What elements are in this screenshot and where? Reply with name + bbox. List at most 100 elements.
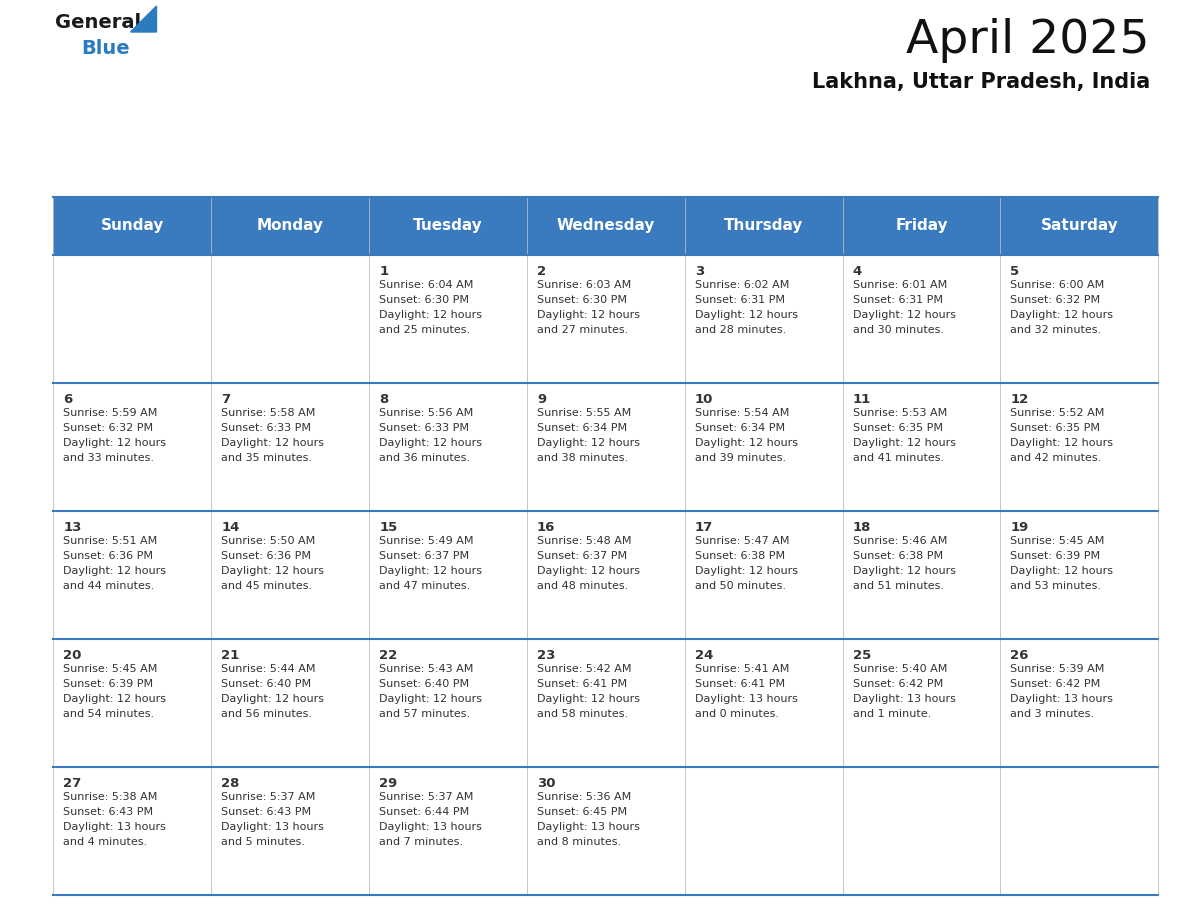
- Text: Sunset: 6:38 PM: Sunset: 6:38 PM: [695, 551, 785, 561]
- Text: 10: 10: [695, 393, 713, 406]
- Text: and 50 minutes.: and 50 minutes.: [695, 581, 785, 590]
- Bar: [1000, 383, 1158, 510]
- Text: Daylight: 13 hours: Daylight: 13 hours: [537, 823, 640, 832]
- Text: Sunrise: 6:03 AM: Sunrise: 6:03 AM: [537, 280, 631, 290]
- Text: Sunrise: 5:38 AM: Sunrise: 5:38 AM: [63, 792, 158, 802]
- Text: Sunset: 6:44 PM: Sunset: 6:44 PM: [379, 807, 469, 817]
- Text: Sunset: 6:43 PM: Sunset: 6:43 PM: [63, 807, 153, 817]
- Bar: [527, 254, 684, 383]
- Text: and 33 minutes.: and 33 minutes.: [63, 453, 154, 463]
- Text: 17: 17: [695, 521, 713, 533]
- Bar: [684, 510, 842, 639]
- Bar: [53, 383, 211, 510]
- Text: 19: 19: [1011, 521, 1029, 533]
- Bar: [211, 639, 369, 767]
- Bar: [842, 254, 1000, 383]
- Text: Sunrise: 5:44 AM: Sunrise: 5:44 AM: [221, 665, 316, 675]
- Bar: [684, 254, 842, 383]
- Text: Sunset: 6:40 PM: Sunset: 6:40 PM: [221, 679, 311, 689]
- Text: Sunrise: 5:47 AM: Sunrise: 5:47 AM: [695, 536, 789, 546]
- Text: and 7 minutes.: and 7 minutes.: [379, 837, 463, 847]
- Bar: [842, 510, 1000, 639]
- Text: Daylight: 12 hours: Daylight: 12 hours: [221, 694, 324, 704]
- Text: and 5 minutes.: and 5 minutes.: [221, 837, 305, 847]
- Text: Sunrise: 5:43 AM: Sunrise: 5:43 AM: [379, 665, 474, 675]
- Text: 16: 16: [537, 521, 555, 533]
- Text: Sunset: 6:42 PM: Sunset: 6:42 PM: [853, 679, 943, 689]
- Text: and 45 minutes.: and 45 minutes.: [221, 581, 312, 590]
- Text: 21: 21: [221, 649, 240, 662]
- Text: Daylight: 12 hours: Daylight: 12 hours: [379, 438, 482, 448]
- Bar: [842, 383, 1000, 510]
- Text: 7: 7: [221, 393, 230, 406]
- Text: 1: 1: [379, 264, 388, 277]
- Text: Sunset: 6:43 PM: Sunset: 6:43 PM: [221, 807, 311, 817]
- Text: 9: 9: [537, 393, 546, 406]
- Text: 3: 3: [695, 264, 704, 277]
- Text: Daylight: 12 hours: Daylight: 12 hours: [695, 309, 798, 319]
- Text: Daylight: 13 hours: Daylight: 13 hours: [695, 694, 797, 704]
- Bar: [53, 510, 211, 639]
- Text: Sunset: 6:37 PM: Sunset: 6:37 PM: [379, 551, 469, 561]
- Bar: [684, 639, 842, 767]
- Text: Sunrise: 5:51 AM: Sunrise: 5:51 AM: [63, 536, 158, 546]
- Bar: [369, 639, 527, 767]
- Text: Daylight: 12 hours: Daylight: 12 hours: [695, 565, 798, 576]
- Text: April 2025: April 2025: [906, 18, 1150, 63]
- Bar: [842, 197, 1000, 254]
- Text: and 4 minutes.: and 4 minutes.: [63, 837, 147, 847]
- Text: Sunrise: 5:42 AM: Sunrise: 5:42 AM: [537, 665, 632, 675]
- Text: Sunrise: 5:37 AM: Sunrise: 5:37 AM: [221, 792, 316, 802]
- Bar: [53, 254, 211, 383]
- Text: and 32 minutes.: and 32 minutes.: [1011, 325, 1101, 334]
- Text: Daylight: 12 hours: Daylight: 12 hours: [379, 309, 482, 319]
- Text: 29: 29: [379, 777, 397, 790]
- Text: Sunrise: 6:04 AM: Sunrise: 6:04 AM: [379, 280, 474, 290]
- Text: and 0 minutes.: and 0 minutes.: [695, 709, 779, 719]
- Text: and 42 minutes.: and 42 minutes.: [1011, 453, 1101, 463]
- Text: 26: 26: [1011, 649, 1029, 662]
- Text: Sunday: Sunday: [101, 218, 164, 233]
- Bar: [211, 383, 369, 510]
- Text: and 57 minutes.: and 57 minutes.: [379, 709, 470, 719]
- Text: Friday: Friday: [896, 218, 948, 233]
- Text: Daylight: 13 hours: Daylight: 13 hours: [221, 823, 324, 832]
- Text: 13: 13: [63, 521, 82, 533]
- Text: Sunrise: 5:58 AM: Sunrise: 5:58 AM: [221, 409, 316, 419]
- Text: Sunrise: 5:39 AM: Sunrise: 5:39 AM: [1011, 665, 1105, 675]
- Text: Daylight: 12 hours: Daylight: 12 hours: [1011, 438, 1113, 448]
- Text: Daylight: 13 hours: Daylight: 13 hours: [853, 694, 955, 704]
- Text: Daylight: 12 hours: Daylight: 12 hours: [1011, 309, 1113, 319]
- Text: 4: 4: [853, 264, 861, 277]
- Bar: [1000, 639, 1158, 767]
- Text: General: General: [55, 13, 141, 32]
- Text: and 51 minutes.: and 51 minutes.: [853, 581, 943, 590]
- Bar: [1000, 197, 1158, 254]
- Bar: [211, 510, 369, 639]
- Text: Lakhna, Uttar Pradesh, India: Lakhna, Uttar Pradesh, India: [811, 72, 1150, 92]
- Text: and 47 minutes.: and 47 minutes.: [379, 581, 470, 590]
- Text: Daylight: 12 hours: Daylight: 12 hours: [853, 309, 955, 319]
- Text: Sunrise: 5:56 AM: Sunrise: 5:56 AM: [379, 409, 473, 419]
- Text: Sunset: 6:34 PM: Sunset: 6:34 PM: [537, 423, 627, 433]
- Text: Sunrise: 5:50 AM: Sunrise: 5:50 AM: [221, 536, 316, 546]
- Text: Sunset: 6:35 PM: Sunset: 6:35 PM: [1011, 423, 1100, 433]
- Text: 12: 12: [1011, 393, 1029, 406]
- Bar: [211, 197, 369, 254]
- Text: Sunset: 6:37 PM: Sunset: 6:37 PM: [537, 551, 627, 561]
- Text: and 35 minutes.: and 35 minutes.: [221, 453, 312, 463]
- Text: Sunset: 6:36 PM: Sunset: 6:36 PM: [63, 551, 153, 561]
- Bar: [369, 383, 527, 510]
- Text: and 41 minutes.: and 41 minutes.: [853, 453, 943, 463]
- Bar: [53, 197, 211, 254]
- Text: Sunset: 6:34 PM: Sunset: 6:34 PM: [695, 423, 785, 433]
- Text: and 44 minutes.: and 44 minutes.: [63, 581, 154, 590]
- Text: and 39 minutes.: and 39 minutes.: [695, 453, 786, 463]
- Text: 6: 6: [63, 393, 72, 406]
- Text: 14: 14: [221, 521, 240, 533]
- Bar: [211, 254, 369, 383]
- Text: and 36 minutes.: and 36 minutes.: [379, 453, 470, 463]
- Text: Sunrise: 6:01 AM: Sunrise: 6:01 AM: [853, 280, 947, 290]
- Text: Daylight: 13 hours: Daylight: 13 hours: [63, 823, 166, 832]
- Text: 30: 30: [537, 777, 556, 790]
